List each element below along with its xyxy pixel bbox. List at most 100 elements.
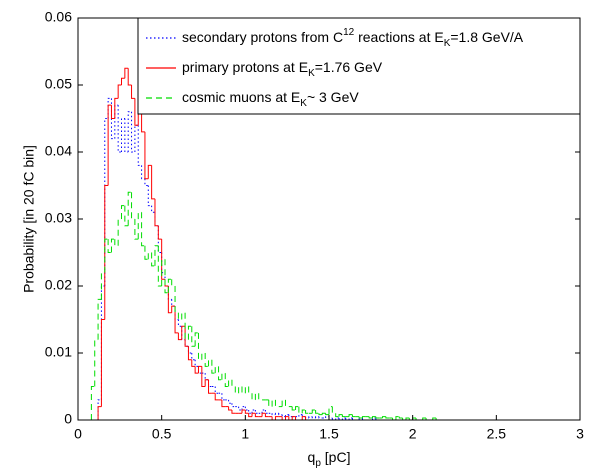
- histogram-step: [315, 416, 319, 418]
- text-part: =1.76 GeV: [315, 59, 383, 75]
- histogram-step: [104, 118, 109, 286]
- histogram-step: [144, 131, 149, 180]
- histogram-step: [161, 239, 166, 280]
- histogram-step: [121, 118, 125, 152]
- legend-label: cosmic muons at EK~ 3 GeV: [182, 89, 359, 109]
- y-tick-label: 0.01: [45, 344, 72, 360]
- histogram-step: [311, 416, 316, 419]
- legend-label: primary protons at EK=1.76 GeV: [182, 59, 383, 79]
- histogram-step: [228, 379, 232, 387]
- histogram-step: [124, 205, 129, 227]
- histogram-step: [114, 239, 119, 247]
- histogram-step: [348, 417, 353, 420]
- histogram-step: [184, 339, 189, 347]
- x-tick-label: 3: [576, 426, 584, 442]
- histogram-step: [298, 414, 303, 417]
- histogram-step: [137, 125, 142, 166]
- histogram-step: [241, 409, 246, 414]
- histogram-step: [127, 68, 132, 86]
- histogram-step: [325, 416, 329, 418]
- text-part: p: [315, 458, 321, 469]
- histogram-step: [258, 393, 263, 401]
- histogram-step: [97, 399, 102, 420]
- histogram-step: [197, 366, 202, 374]
- histogram-step: [231, 403, 236, 408]
- histogram-step: [208, 379, 212, 394]
- histogram-step: [264, 409, 269, 414]
- histogram-step: [127, 111, 132, 152]
- text-part: secondary protons from C: [182, 29, 343, 45]
- histogram-step: [308, 416, 313, 418]
- series: [78, 67, 580, 421]
- histogram-step: [204, 353, 209, 367]
- histogram-step: [164, 272, 169, 287]
- histogram-step: [328, 416, 333, 419]
- histogram-step: [284, 416, 289, 420]
- histogram-step: [107, 97, 112, 119]
- histogram-step: [221, 372, 226, 380]
- histogram-step: [174, 306, 179, 320]
- histogram-step: [238, 406, 242, 411]
- histogram-step: [368, 416, 373, 419]
- histogram-step: [151, 165, 155, 200]
- y-tick-label: 0.05: [45, 76, 72, 92]
- text-part: K: [308, 68, 315, 79]
- histogram-step: [124, 67, 129, 79]
- y-tick-label: 0.04: [45, 143, 72, 159]
- histogram-step: [204, 373, 209, 381]
- histogram-step: [244, 386, 249, 394]
- histogram-step: [117, 105, 122, 153]
- series: [78, 97, 580, 421]
- histogram-step: [161, 252, 166, 274]
- histogram-step: [228, 406, 232, 411]
- histogram-step: [187, 346, 192, 361]
- histogram-step: [281, 416, 286, 421]
- histogram-step: [134, 219, 139, 240]
- histogram-step: [274, 399, 279, 408]
- histogram-step: [288, 416, 293, 421]
- histogram-step: [254, 392, 259, 400]
- histogram-step: [254, 409, 259, 414]
- histogram-step: [104, 185, 109, 320]
- text-part: cosmic muons at E: [182, 89, 300, 105]
- histogram-step: [114, 104, 119, 139]
- histogram-step: [144, 178, 149, 186]
- histogram-step: [131, 111, 135, 153]
- text-part: [pC]: [321, 449, 351, 465]
- y-axis-label: Probability [in 20 fC bin]: [21, 145, 37, 293]
- histogram-step: [114, 97, 119, 119]
- histogram-step: [432, 417, 437, 420]
- histogram-step: [211, 359, 216, 374]
- y-tick-label: 0.06: [45, 9, 72, 25]
- text-part: q: [308, 449, 316, 465]
- histogram-step: [141, 212, 145, 247]
- histogram-step: [214, 386, 219, 394]
- histogram-step: [181, 326, 186, 341]
- histogram-step: [201, 352, 206, 360]
- histogram-step: [104, 238, 109, 273]
- y-tick-label: 0: [64, 411, 72, 427]
- histogram-step: [121, 77, 125, 85]
- histogram-step: [271, 399, 276, 407]
- histogram-step: [385, 416, 390, 419]
- histogram-step: [97, 298, 102, 340]
- text-part: K: [300, 98, 307, 109]
- histogram-step: [100, 285, 105, 400]
- histogram-step: [107, 104, 112, 186]
- histogram-step: [321, 412, 326, 415]
- x-tick-label: 1.5: [319, 426, 339, 442]
- histogram-step: [268, 399, 273, 408]
- histogram-step: [191, 359, 196, 367]
- histogram-step: [134, 98, 139, 126]
- histogram-step: [177, 319, 182, 327]
- histogram-step: [348, 414, 353, 417]
- histogram-step: [127, 191, 132, 226]
- histogram-step: [177, 332, 182, 341]
- x-axis-label: qp [pC]: [308, 449, 351, 469]
- histogram-step: [261, 409, 266, 414]
- histogram-step: [264, 413, 269, 418]
- histogram-step: [395, 416, 400, 420]
- x-tick-label: 2: [409, 426, 417, 442]
- histogram-step: [351, 414, 356, 418]
- legend-box: [137, 17, 581, 115]
